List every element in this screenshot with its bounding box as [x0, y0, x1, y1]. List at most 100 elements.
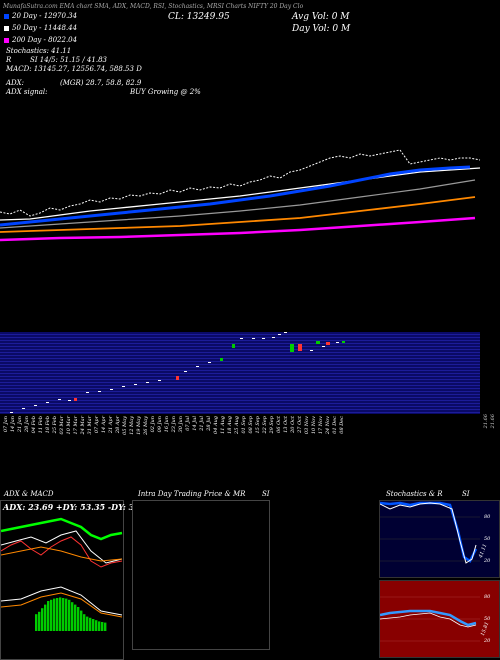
date-tick-label: 07 Jan: [3, 416, 9, 433]
date-tick-label: 14 Jul: [192, 416, 198, 431]
macd-bar: [35, 614, 38, 631]
rsi-mrsi-line: [380, 612, 477, 628]
macd-line: [1, 586, 123, 616]
date-tick-label: 21 Jul: [199, 416, 205, 431]
legend-ma20: 20 Day - 12970.34: [4, 12, 77, 20]
date-tick-label: 25 Feb: [52, 416, 58, 434]
date-tick-label: 29 Sep: [269, 416, 275, 434]
date-tick-label: 03 Nov: [304, 416, 310, 435]
date-tick-label: 04 Aug: [213, 416, 219, 434]
macd-bar: [74, 604, 77, 631]
date-tick-label: 08 Dec: [339, 416, 345, 434]
macd-bar: [41, 608, 44, 631]
date-tick-label: 06 Oct: [276, 416, 282, 433]
intraday-si-label: SI: [262, 490, 270, 498]
macd-bar: [59, 597, 62, 631]
date-tick-label: 09 Jun: [157, 416, 163, 433]
ma20-swatch: [4, 13, 9, 19]
adx-values: (MGR) 28.7, 58.8, 82.9: [60, 79, 142, 87]
macd-bar: [104, 622, 107, 631]
stoch-tick-80: 80: [484, 514, 491, 520]
date-tick-label: 08 Sep: [248, 416, 254, 434]
macd-bar: [47, 601, 50, 631]
rsi-tick-20: 20: [484, 638, 491, 644]
ma200-line: [0, 216, 476, 242]
adx-panel-title: ADX & MACD: [4, 490, 54, 498]
date-tick-label: 14 Jan: [10, 416, 16, 433]
macd-bar: [83, 614, 86, 631]
adx-lines: [1, 517, 123, 568]
macd-histogram: [1, 586, 123, 631]
date-tick-label: 19 May: [136, 416, 142, 435]
price-scale: [480, 322, 500, 414]
macd-bar: [65, 598, 68, 631]
adx-orange-line: [1, 546, 123, 562]
adx-readout: ADX: 23.69 +DY: 53.35 -DY: 32.92: [3, 502, 154, 512]
stoch-tick-50: 50: [484, 536, 491, 542]
stochastics-panel: 80 50 20 41.11: [379, 500, 500, 578]
macd-bar: [44, 604, 47, 631]
date-tick-label: 20 Oct: [290, 416, 296, 433]
date-tick-label: 03 Mar: [59, 416, 65, 435]
rsi-tick-80: 80: [484, 594, 491, 600]
ma50-line: [0, 167, 481, 221]
date-tick-label: 28 Jul: [206, 416, 212, 431]
volume-scale-label-2: 21.66: [490, 414, 496, 429]
date-tick-label: 30 Jun: [178, 416, 184, 433]
date-tick-label: 25 Aug: [234, 416, 240, 434]
date-tick-label: 07 Apr: [94, 416, 100, 434]
stoch-k-line: [380, 502, 477, 564]
adx-line: [1, 530, 123, 564]
date-tick-label: 21 Apr: [108, 416, 114, 434]
macd-bar: [98, 621, 101, 631]
date-tick-label: 16 Jun: [164, 416, 170, 433]
macd-bar: [71, 602, 74, 631]
rsi-panel: 80 50 20 15.81: [379, 580, 500, 658]
stochastics-si-label: SI: [462, 490, 470, 498]
date-tick-label: 18 Feb: [45, 416, 51, 434]
rsi-line: [380, 609, 477, 627]
adx-signal-label: ADX signal:: [6, 88, 48, 96]
macd-readout: MACD: 13145.27, 12556.74, 588.53 D: [6, 65, 142, 73]
date-tick-label: 27 Oct: [297, 416, 303, 433]
macd-bar: [89, 617, 92, 631]
date-tick-label: 23 Jun: [171, 416, 177, 433]
date-tick-label: 11 Feb: [38, 416, 44, 434]
stoch-tick-20: 20: [484, 558, 491, 564]
macd-bar: [80, 610, 83, 631]
date-tick-label: 02 Jun: [150, 416, 156, 433]
date-tick-label: 28 Jan: [24, 416, 30, 433]
date-axis: 07 Jan 14 Jan 21 Jan 28 Jan 04 Feb 11 Feb 18 F…: [0, 414, 480, 480]
date-tick-label: 24 Nov: [325, 416, 331, 435]
legend-ma200: 200 Day - 8022.04: [4, 36, 77, 44]
rsi-tick-50: 50: [484, 616, 491, 622]
macd-signal-line: [1, 592, 123, 618]
date-tick-label: 18 Aug: [227, 416, 233, 434]
macd-bar: [92, 619, 95, 631]
date-tick-label: 11 Aug: [220, 416, 226, 434]
ma150-line: [0, 196, 476, 233]
adx-macd-panel: ADX: 23.69 +DY: 53.35 -DY: 32.92: [0, 500, 154, 660]
ma200-swatch: [4, 37, 9, 43]
date-tick-label: 05 May: [122, 416, 128, 435]
date-tick-label: 26 May: [143, 416, 149, 435]
buy-signal: BUY Growing @ 2%: [130, 88, 201, 96]
avg-volume: Avg Vol: 0 M: [292, 12, 350, 22]
intraday-panel: [132, 500, 270, 650]
day-volume: Day Vol: 0 M: [292, 24, 351, 34]
date-tick-label: 10 Nov: [311, 416, 317, 435]
macd-bar: [68, 599, 71, 631]
volume-panel: [0, 332, 480, 414]
close-price: CL: 13249.95: [168, 12, 230, 22]
legend-ma50: 50 Day - 11448.44: [4, 24, 77, 32]
date-tick-label: 24 Mar: [80, 416, 86, 435]
plus-di-line: [1, 517, 123, 541]
indicators-line: MunafaSutra.com EMA chart SMA, ADX, MACD…: [3, 3, 303, 10]
date-tick-label: 28 Apr: [115, 416, 121, 434]
candles: [10, 332, 345, 413]
adx-label: ADX:: [6, 79, 25, 87]
macd-bar: [86, 616, 89, 631]
macd-bar: [56, 598, 59, 631]
date-tick-label: 01 Sep: [241, 416, 247, 434]
date-tick-label: 17 Nov: [318, 416, 324, 435]
